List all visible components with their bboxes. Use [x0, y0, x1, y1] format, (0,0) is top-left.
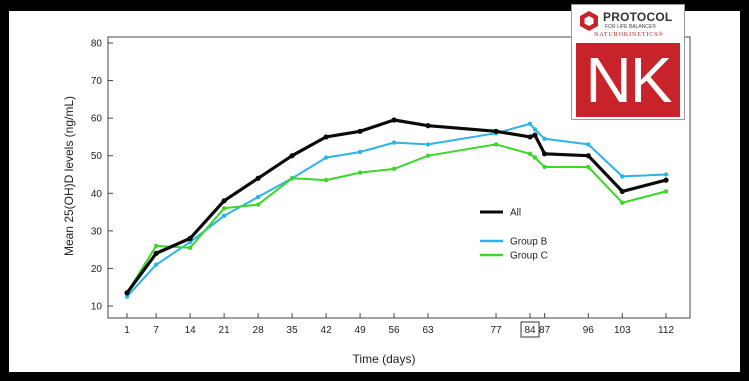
data-point-all [255, 175, 261, 181]
data-point-group-c [532, 155, 538, 160]
x-tick-label: 35 [287, 325, 299, 336]
y-tick-label: 30 [91, 226, 103, 237]
plot-frame [107, 36, 691, 319]
x-tick-label: 21 [219, 325, 231, 336]
legend-label-group-c: Group C [510, 251, 548, 262]
chart-legend: All Group B Group C [480, 208, 548, 262]
x-tick-label: 28 [253, 325, 265, 336]
data-point-all [425, 123, 431, 129]
legend-label-group-b: Group B [510, 237, 548, 248]
y-tick-label: 60 [91, 114, 103, 125]
data-point-group-b [124, 294, 130, 299]
data-point-group-b [542, 136, 547, 142]
y-axis-label: Mean 25(OH)D levels (ng/mL) [62, 96, 76, 256]
data-point-group-c [493, 142, 499, 147]
data-point-group-b [586, 142, 591, 147]
x-tick-label: 1 [124, 325, 130, 336]
data-point-all [357, 128, 363, 134]
data-point-group-c [425, 153, 431, 158]
x-tick-label: 112 [658, 325, 674, 336]
x-tick-label: 87 [539, 325, 551, 336]
x-tick-label: 42 [321, 325, 333, 336]
data-point-group-b [527, 121, 533, 126]
x-tick-label: 96 [583, 325, 595, 336]
x-tick-highlight-box [520, 321, 540, 338]
x-tick-label: 14 [185, 325, 197, 336]
x-tick-label: 103 [614, 325, 631, 336]
x-tick-label: 7 [153, 325, 159, 336]
data-point-group-c [221, 206, 227, 211]
data-point-group-c [153, 243, 159, 249]
series-line-group-b [126, 122, 667, 298]
data-point-group-c [255, 202, 261, 207]
data-point-group-c [527, 151, 533, 157]
y-tick-label: 10 [91, 302, 103, 313]
logo-brand-row: PROTOCOL FOR LIFE BALANCE® [578, 10, 682, 32]
data-point-group-c [187, 245, 193, 250]
logo-subtitle: NATUROKINETICS® [594, 32, 664, 38]
data-point-group-b [620, 174, 625, 179]
data-point-group-c [357, 170, 363, 175]
data-point-group-b [532, 127, 538, 132]
logo-mark-box: NK [576, 43, 680, 117]
y-tick-label: 40 [91, 189, 103, 200]
data-point-group-b [663, 172, 669, 177]
data-point-group-b [187, 239, 193, 245]
logo-tagline: FOR LIFE BALANCE® [605, 24, 656, 30]
x-tick-label: 63 [423, 325, 435, 336]
data-point-group-b [391, 140, 397, 145]
x-tick-label: 84 [524, 325, 536, 336]
series-line-all [125, 118, 667, 294]
data-point-group-b [255, 194, 261, 200]
data-point-all [585, 153, 591, 159]
data-point-all [153, 250, 159, 256]
data-point-group-c [391, 166, 397, 172]
data-point-group-b [357, 149, 363, 155]
data-point-group-c [542, 164, 547, 170]
data-point-all [187, 235, 193, 241]
data-point-all [527, 134, 533, 140]
data-point-all [619, 188, 625, 195]
x-tick-label: 49 [355, 325, 367, 336]
data-point-group-c [663, 189, 669, 194]
data-point-group-c [323, 177, 329, 183]
y-tick-label: 70 [91, 76, 103, 87]
legend-label-all: All [510, 208, 521, 219]
company-logo: PROTOCOL FOR LIFE BALANCE® NATUROKINETIC… [571, 4, 685, 120]
data-point-all [323, 134, 329, 140]
x-axis-label: Time (days) [353, 352, 416, 366]
data-point-all [663, 177, 669, 183]
data-point-group-b [153, 262, 159, 267]
data-point-group-b [221, 213, 227, 219]
data-point-group-c [586, 164, 591, 170]
chart-axes: 10 20 30 40 50 60 70 80 1 7 14 21 28 35 42 49 56 63 77 84 87… [91, 36, 691, 338]
data-point-group-b [425, 142, 431, 147]
logo-brand: PROTOCOL [603, 10, 673, 24]
data-point-all [289, 153, 295, 159]
data-point-all [493, 128, 499, 134]
series-layer [124, 117, 669, 299]
y-tick-label: 50 [91, 151, 103, 162]
data-point-all [124, 290, 130, 296]
data-point-group-c [620, 200, 625, 205]
x-tick-label: 77 [490, 325, 502, 336]
data-point-all [221, 198, 227, 204]
data-point-all [391, 117, 397, 123]
y-tick-label: 80 [91, 39, 103, 50]
data-point-all [542, 151, 548, 157]
x-tick-label: 56 [389, 325, 401, 336]
hexagon-icon [580, 11, 598, 31]
data-point-group-b [323, 155, 329, 160]
data-point-all [532, 132, 538, 138]
logo-mark-text: NK [585, 44, 673, 116]
data-point-group-c [289, 176, 295, 181]
y-tick-label: 20 [91, 264, 103, 275]
